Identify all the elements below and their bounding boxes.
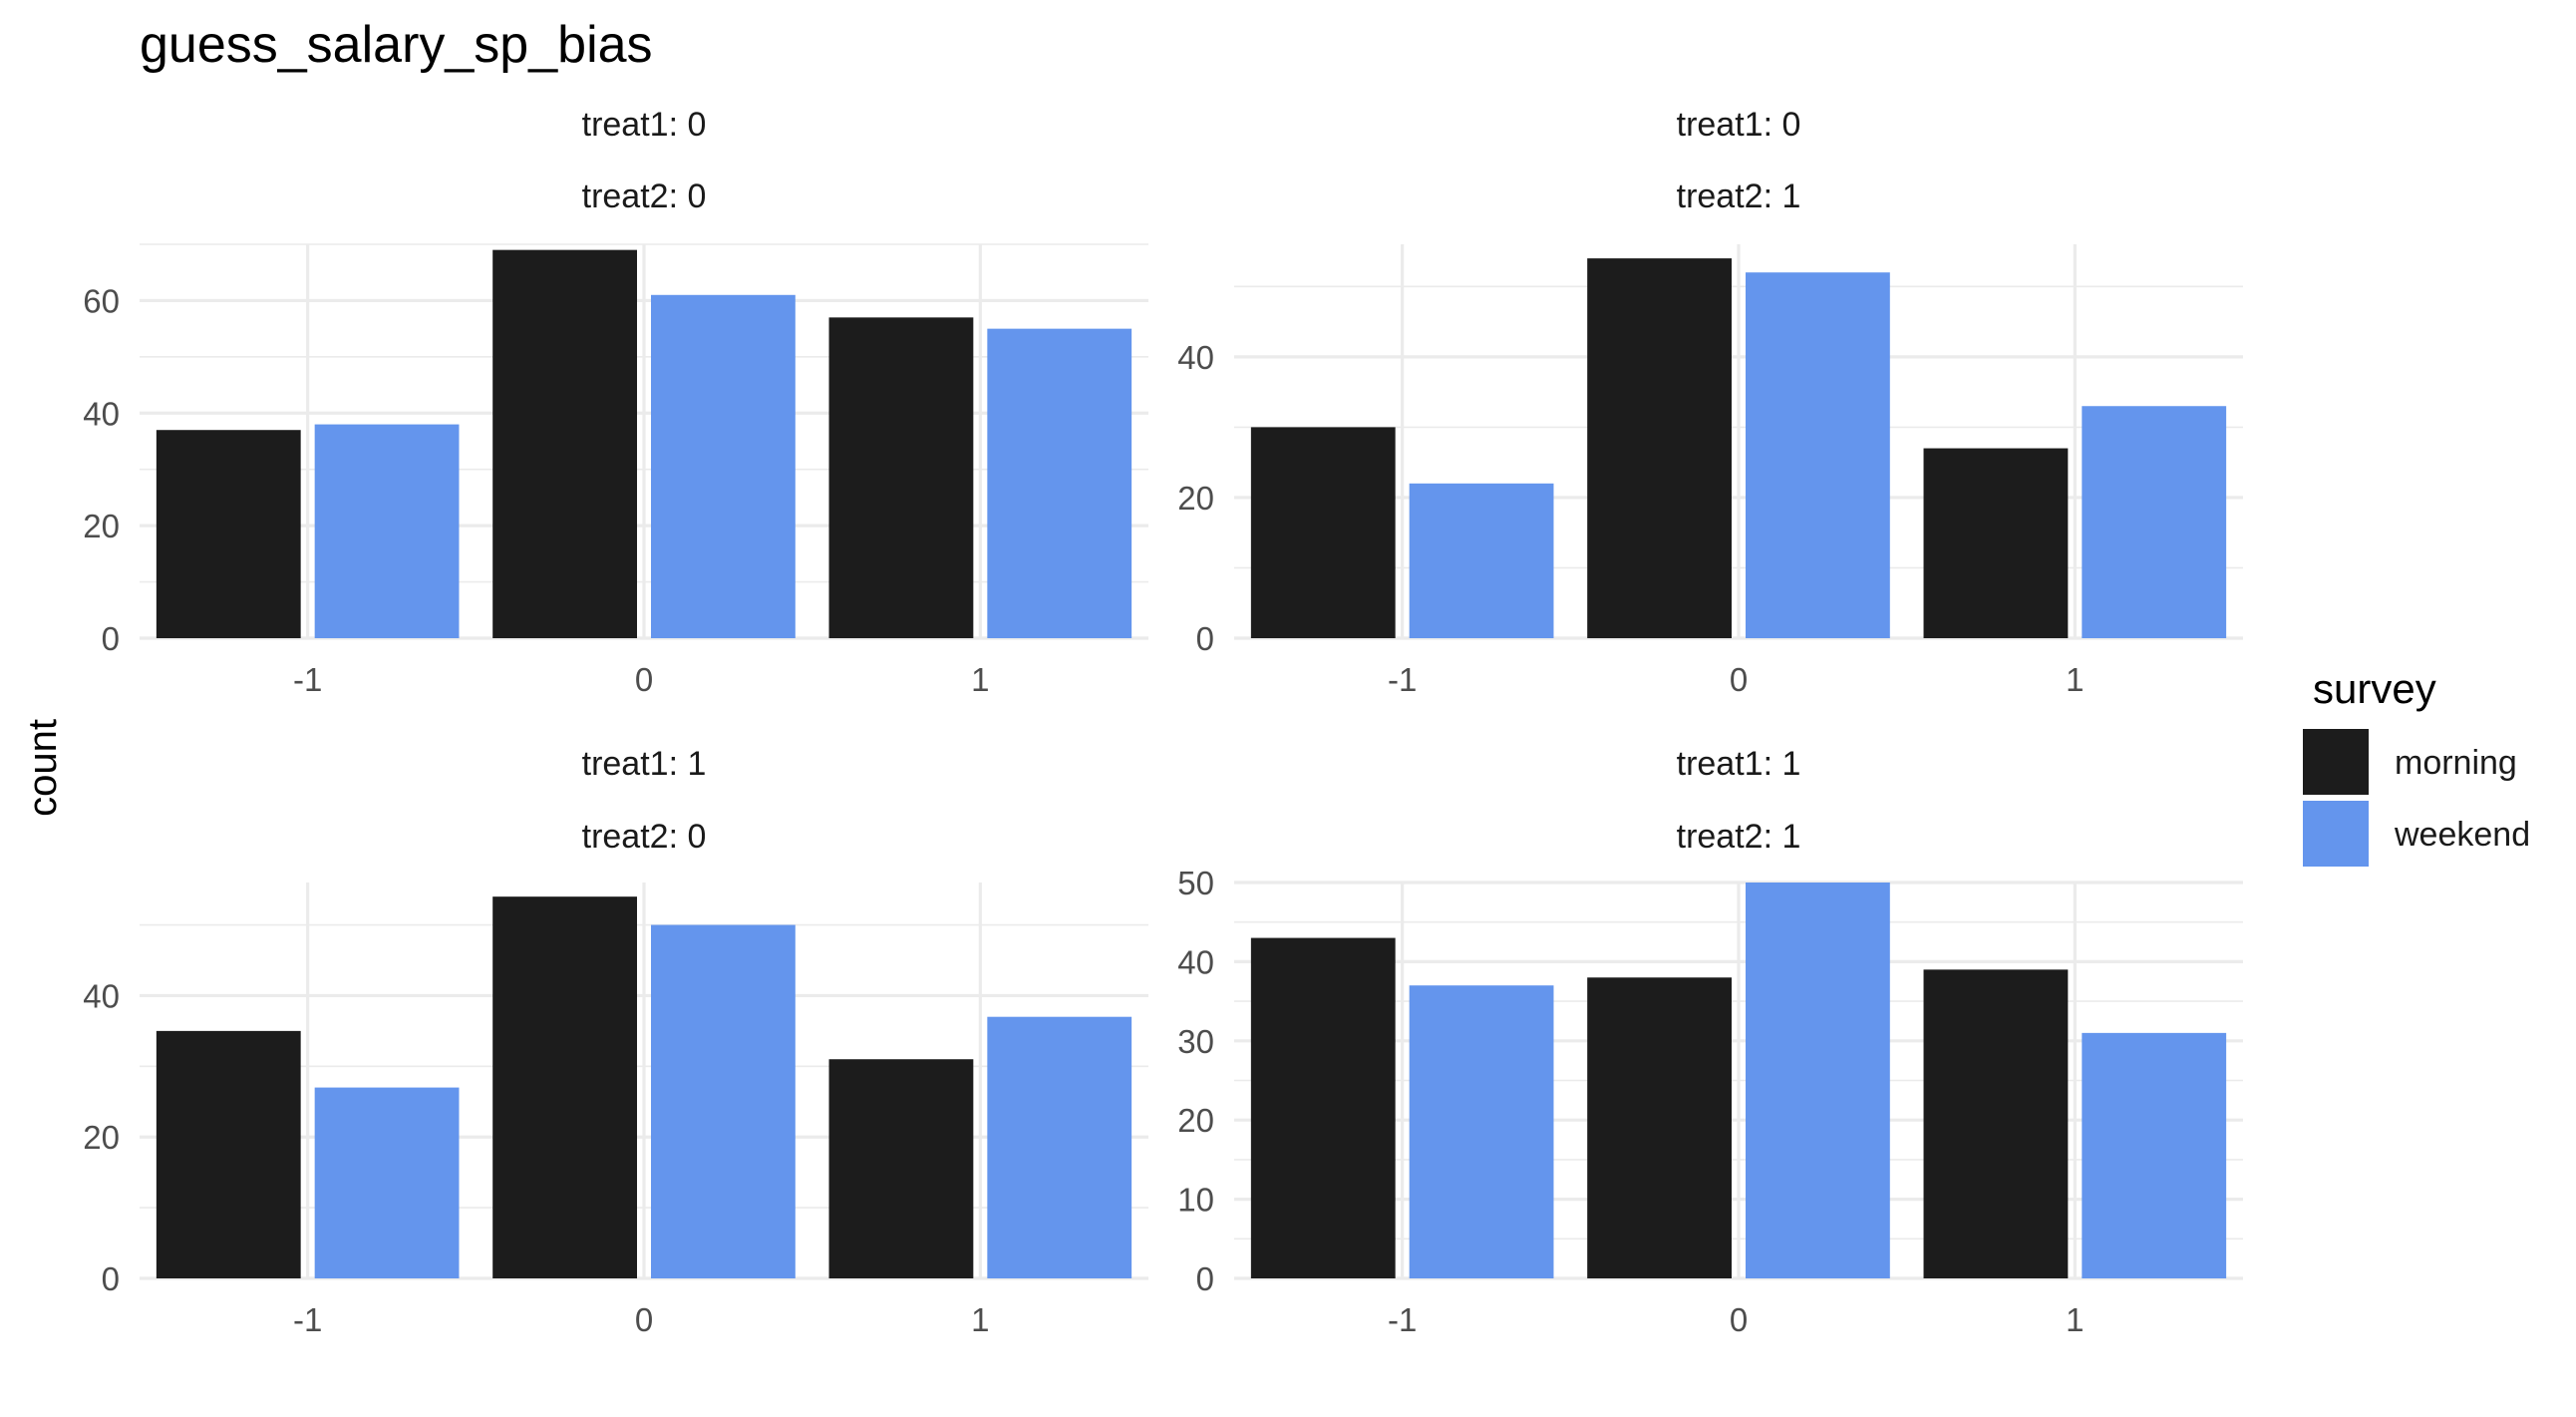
bar-weekend xyxy=(1746,883,1890,1278)
legend-swatch-weekend xyxy=(2303,801,2369,867)
bar-morning xyxy=(492,896,637,1278)
bar-weekend xyxy=(2082,406,2227,638)
y-axis-title: count xyxy=(21,719,65,817)
x-tick-label: -1 xyxy=(1388,1301,1417,1338)
y-tick-label: 20 xyxy=(1177,480,1214,517)
bar-morning xyxy=(1587,977,1732,1278)
legend-label-morning: morning xyxy=(2395,744,2517,782)
x-tick-label: 1 xyxy=(2066,1301,2084,1338)
x-tick-label: 0 xyxy=(635,661,653,698)
facet-strip-label: treat1: 0 xyxy=(1677,106,1801,144)
x-tick-label: 0 xyxy=(1730,661,1748,698)
bar-weekend xyxy=(314,1087,460,1278)
bar-weekend xyxy=(1409,985,1554,1278)
y-tick-label: 60 xyxy=(83,282,120,319)
bar-weekend xyxy=(987,1016,1132,1278)
y-tick-label: 40 xyxy=(1177,943,1214,980)
y-tick-label: 0 xyxy=(102,620,120,657)
y-tick-label: 20 xyxy=(83,1119,120,1156)
facet-strip-label: treat1: 0 xyxy=(582,106,707,144)
x-tick-label: 1 xyxy=(971,661,989,698)
bar-weekend xyxy=(314,424,460,638)
bar-morning xyxy=(492,249,637,638)
facet-strip-label: treat2: 1 xyxy=(1677,177,1801,215)
x-tick-label: -1 xyxy=(1388,661,1417,698)
bar-morning xyxy=(1923,448,2069,638)
bar-weekend xyxy=(987,328,1132,638)
facet-panel-4: treat1: 1 treat2: 1 0 10 20 30 40 50 -1 0 1 xyxy=(1177,745,2243,1338)
facet-strip-label: treat2: 1 xyxy=(1677,818,1801,856)
bar-weekend xyxy=(651,294,796,638)
y-tick-label: 40 xyxy=(83,395,120,432)
y-tick-label: 0 xyxy=(102,1260,120,1297)
facet-strip-label: treat1: 1 xyxy=(1677,745,1801,783)
y-tick-label: 20 xyxy=(1177,1102,1214,1139)
facet-strip-label: treat2: 0 xyxy=(582,177,707,215)
x-tick-label: 1 xyxy=(2066,661,2084,698)
chart-title: guess_salary_sp_bias xyxy=(140,16,653,74)
facet-strip-label: treat2: 0 xyxy=(582,818,707,856)
bar-morning xyxy=(156,1030,301,1278)
bar-morning xyxy=(1587,258,1732,638)
facet-panel-2: treat1: 0 treat2: 1 0 20 40 -1 0 1 xyxy=(1177,106,2243,698)
facet-panel-3: treat1: 1 treat2: 0 0 20 40 -1 0 1 xyxy=(83,745,1148,1338)
bar-morning xyxy=(828,1059,974,1278)
bar-morning xyxy=(156,430,301,638)
legend: survey morning weekend xyxy=(2303,665,2530,867)
x-tick-label: 1 xyxy=(971,1301,989,1338)
legend-label-weekend: weekend xyxy=(2394,816,2530,854)
bar-weekend xyxy=(651,924,796,1278)
y-tick-label: 0 xyxy=(1196,1260,1214,1297)
y-tick-label: 20 xyxy=(83,508,120,544)
y-tick-label: 30 xyxy=(1177,1023,1214,1060)
y-tick-label: 10 xyxy=(1177,1182,1214,1219)
facet-panel-1: treat1: 0 treat2: 0 0 20 40 60 -1 0 1 xyxy=(83,106,1148,698)
bar-morning xyxy=(828,317,974,638)
y-tick-label: 0 xyxy=(1196,620,1214,657)
x-tick-label: 0 xyxy=(635,1301,653,1338)
x-tick-label: 0 xyxy=(1730,1301,1748,1338)
legend-title: survey xyxy=(2313,665,2436,712)
bar-weekend xyxy=(1409,483,1554,638)
bar-morning xyxy=(1250,427,1396,638)
facet-strip-label: treat1: 1 xyxy=(582,745,707,783)
bar-morning xyxy=(1923,969,2069,1278)
y-tick-label: 50 xyxy=(1177,865,1214,901)
y-tick-label: 40 xyxy=(83,977,120,1014)
x-tick-label: -1 xyxy=(293,1301,322,1338)
y-tick-label: 40 xyxy=(1177,339,1214,376)
legend-swatch-morning xyxy=(2303,729,2369,795)
bar-morning xyxy=(1250,937,1396,1278)
x-tick-label: -1 xyxy=(293,661,322,698)
bar-weekend xyxy=(2082,1032,2227,1278)
bar-weekend xyxy=(1746,272,1890,638)
